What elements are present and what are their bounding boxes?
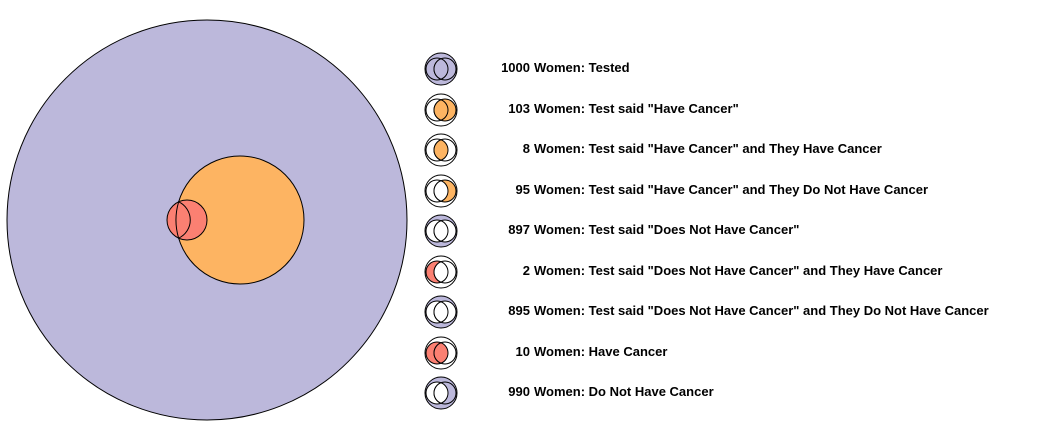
legend-count: 895 xyxy=(508,303,530,318)
legend-count: 2 xyxy=(522,262,530,278)
legend-count: 1000 xyxy=(501,60,530,75)
venn-no-cancer-icon xyxy=(424,376,458,410)
legend-item: 2 Women: Test said "Does Not Have Cancer"… xyxy=(424,255,1034,289)
legend-item: 990 Women: Do Not Have Cancer xyxy=(424,376,1034,410)
legend-item: 103 Women: Test said "Have Cancer" xyxy=(424,93,1034,127)
legend-label: Women: Test said "Have Cancer" and They … xyxy=(534,141,882,156)
legend-item: 897 Women: Test said "Does Not Have Cance… xyxy=(424,214,1034,248)
venn-true-positive-icon xyxy=(424,133,458,167)
venn-false-negative-icon xyxy=(424,255,458,288)
legend-label: Women: Test said "Have Cancer" xyxy=(534,100,739,116)
legend-item: 895 Women: Test said "Does Not Have Cance… xyxy=(424,295,1034,329)
true-positive-region xyxy=(175,201,191,239)
legend-count: 990 xyxy=(508,384,530,399)
have-cancer-circle xyxy=(166,199,208,241)
legend-count: 10 xyxy=(515,343,530,359)
legend-item: 1000 Women: Tested xyxy=(424,52,1034,86)
legend-label: Women: Test said "Does Not Have Cancer" … xyxy=(534,303,989,318)
venn-false-positive-icon xyxy=(424,174,458,207)
legend-count: 95 xyxy=(515,181,530,197)
venn-diagram xyxy=(6,19,408,421)
legend-count: 897 xyxy=(508,222,530,237)
legend-count: 103 xyxy=(508,100,530,116)
legend-label: Women: Tested xyxy=(534,60,630,75)
legend-label: Women: Test said "Does Not Have Cancer" xyxy=(534,222,800,237)
legend-count: 8 xyxy=(522,141,530,156)
legend-label: Women: Have Cancer xyxy=(534,343,668,359)
legend-label: Women: Test said "Does Not Have Cancer" … xyxy=(534,262,943,278)
legend-item: 10 Women: Have Cancer xyxy=(424,336,1034,370)
venn-true-negative-icon xyxy=(424,295,458,329)
legend-label: Women: Test said "Have Cancer" and They … xyxy=(534,181,929,197)
venn-test-positive-icon xyxy=(424,93,458,126)
venn-all-icon xyxy=(424,52,458,86)
venn-have-cancer-icon xyxy=(424,336,458,369)
legend-label: Women: Do Not Have Cancer xyxy=(534,384,714,399)
legend-item: 8 Women: Test said "Have Cancer" and They… xyxy=(424,133,1034,167)
venn-test-negative-icon xyxy=(424,214,458,248)
legend-item: 95 Women: Test said "Have Cancer" and The… xyxy=(424,174,1034,208)
